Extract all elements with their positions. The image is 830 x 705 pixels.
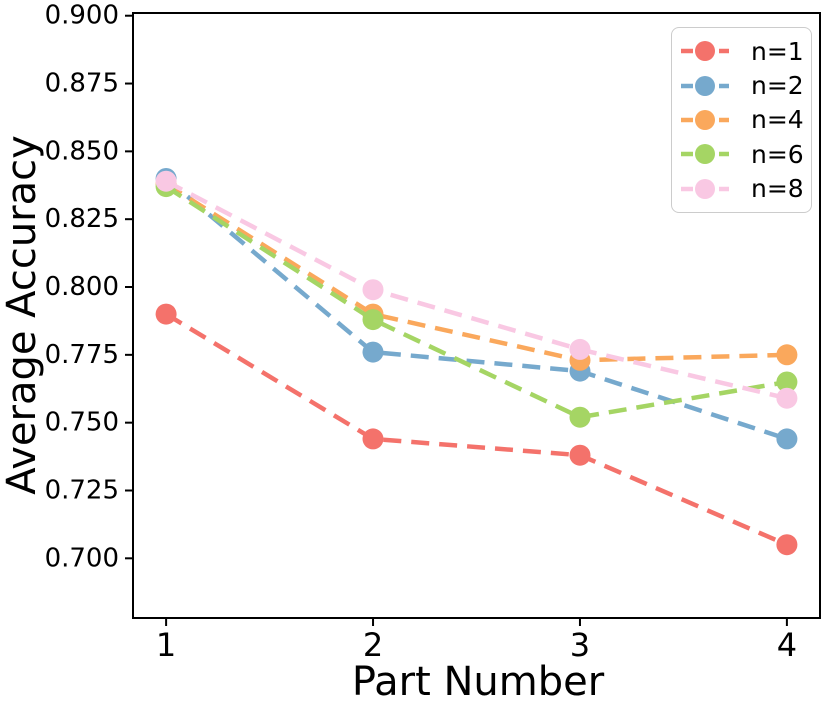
y-tick-label: 0.850 [45, 136, 119, 166]
x-tick-label: 2 [363, 626, 383, 664]
legend-label-n2: n=2 [751, 71, 804, 101]
legend-item-n6: n=6 [681, 139, 804, 169]
legend-item-n4: n=4 [681, 105, 804, 135]
legend-item-n8: n=8 [681, 174, 804, 204]
y-tick-label: 0.900 [45, 1, 119, 31]
legend-line-sample-n6 [681, 144, 729, 165]
y-tick-label: 0.775 [45, 340, 119, 370]
series-line-n6 [164, 184, 788, 420]
x-tick-label: 1 [156, 626, 176, 664]
legend-line-sample-n1 [681, 41, 729, 62]
y-tick-label: 0.725 [45, 475, 119, 505]
legend-marker-n6 [695, 144, 715, 165]
series-marker-n8 [362, 279, 384, 301]
series-marker-n2 [362, 341, 384, 363]
series-marker-n1 [569, 444, 591, 466]
series-line-n2 [164, 176, 788, 442]
series-marker-n6 [569, 406, 591, 428]
series-marker-n8 [569, 338, 591, 360]
series-marker-n8 [155, 170, 177, 192]
legend-label-n1: n=1 [751, 36, 804, 66]
legend-item-n2: n=2 [681, 71, 804, 101]
legend-item-n1: n=1 [681, 36, 804, 66]
series-line-n1 [164, 312, 788, 547]
series-marker-n2 [776, 428, 798, 450]
y-tick-label: 0.825 [45, 204, 119, 234]
series-marker-n1 [362, 428, 384, 450]
legend: n=1 n=2 n=4 n=6 n=8 [671, 27, 812, 213]
y-axis-label: Average Accuracy [0, 135, 45, 495]
series-marker-n1 [776, 534, 798, 556]
y-tick-label: 0.700 [45, 543, 119, 573]
legend-label-n4: n=4 [751, 105, 804, 135]
legend-line-sample-n4 [681, 109, 729, 130]
y-tick-label: 0.875 [45, 69, 119, 99]
series-marker-n1 [155, 303, 177, 325]
legend-marker-n4 [695, 109, 715, 130]
series-marker-n4 [776, 344, 798, 366]
series-marker-n6 [362, 309, 384, 331]
series-line-n8 [165, 179, 788, 401]
series-marker-n6 [776, 371, 798, 393]
legend-marker-n1 [695, 41, 715, 62]
legend-marker-n2 [695, 75, 715, 96]
legend-label-n6: n=6 [751, 139, 804, 169]
legend-line-sample-n8 [681, 178, 729, 199]
x-tick-label: 3 [570, 626, 590, 664]
legend-marker-n8 [695, 178, 715, 199]
series-line-n4 [164, 181, 787, 363]
x-axis-label: Part Number [351, 659, 605, 705]
legend-line-sample-n2 [681, 75, 729, 96]
x-tick-label: 4 [777, 626, 797, 664]
plot-frame [132, 12, 821, 619]
y-tick-label: 0.750 [45, 408, 119, 438]
legend-label-n8: n=8 [751, 174, 804, 204]
y-tick-label: 0.800 [45, 272, 119, 302]
series-marker-n8 [776, 387, 798, 409]
